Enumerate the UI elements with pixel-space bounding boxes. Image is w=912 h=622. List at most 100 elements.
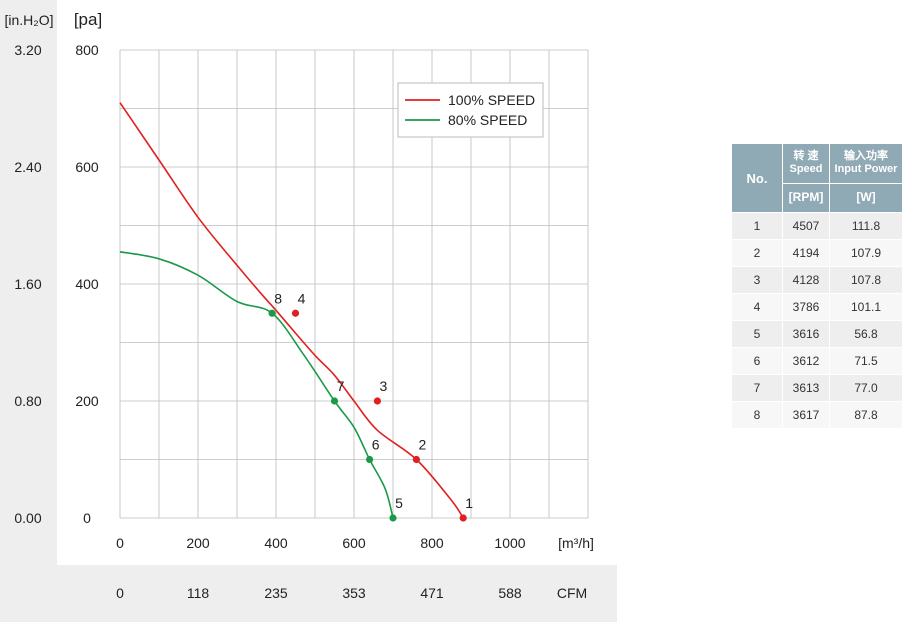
cfm-tick-label: 588: [498, 585, 522, 601]
spec-no-cell: 6: [731, 347, 783, 375]
power-header-cn: 输入功率: [844, 150, 888, 163]
series-line-100-percent: [119, 102, 464, 519]
y-axis-label: [pa]: [74, 10, 102, 29]
operating-point-marker: [366, 455, 374, 464]
speed-header-cn: 转 速: [793, 150, 819, 163]
power-unit: [W]: [829, 182, 903, 214]
spec-table-row: 1 4507 111.8: [731, 212, 903, 240]
legend: 100% SPEED 80% SPEED: [397, 82, 544, 138]
spec-no-cell: 4: [731, 293, 783, 321]
operating-point-label: 4: [298, 290, 306, 306]
cfm-tick-label: 118: [187, 585, 210, 601]
y-tick-label: 600: [75, 159, 99, 175]
legend-entry: 100% SPEED: [448, 92, 535, 108]
spec-power-cell: 101.1: [829, 293, 903, 321]
cfm-tick-label: 0: [116, 585, 124, 601]
x-axis-label: [m³/h]: [558, 535, 594, 551]
legend-box: [397, 82, 544, 138]
cfm-tick-label: 471: [420, 585, 444, 601]
spec-power-cell: 107.9: [829, 239, 903, 267]
power-header-en: Input Power: [834, 163, 898, 176]
spec-speed-cell: 3786: [782, 293, 830, 321]
left-tick-label: 1.60: [14, 276, 41, 292]
spec-table-row: 7 3613 77.0: [731, 374, 903, 402]
speed-header: 转 速 Speed: [782, 143, 830, 184]
operating-point-label: 5: [395, 495, 403, 511]
spec-table-row: 5 3616 56.8: [731, 320, 903, 348]
spec-power-cell: 111.8: [829, 212, 903, 240]
operating-point-marker: [412, 455, 420, 464]
operating-points: 1 2 3 4 5 6 7 8: [268, 290, 473, 522]
spec-table-row: 2 4194 107.9: [731, 239, 903, 267]
operating-point-label: 2: [419, 437, 427, 453]
spec-power-cell: 71.5: [829, 347, 903, 375]
cfm-axis-label: CFM: [557, 585, 587, 601]
operating-point-label: 3: [380, 378, 388, 394]
operating-point-marker: [268, 309, 276, 317]
spec-table-header-row: No. 转 速 Speed 输入功率 Input Power: [731, 143, 903, 213]
y-tick-label: 0: [83, 510, 91, 526]
speed-unit: [RPM]: [782, 182, 830, 214]
power-header: 输入功率 Input Power: [829, 143, 903, 184]
spec-speed-cell: 3617: [782, 401, 830, 429]
spec-no-cell: 2: [731, 239, 783, 267]
left-tick-label: 3.20: [14, 42, 41, 58]
operating-point-marker: [330, 397, 339, 405]
spec-speed-cell: 3613: [782, 374, 830, 402]
spec-table-row: 6 3612 71.5: [731, 347, 903, 375]
spec-speed-cell: 3612: [782, 347, 830, 375]
operating-point-marker: [291, 309, 300, 317]
spec-power-cell: 87.8: [829, 401, 903, 429]
spec-speed-cell: 4507: [782, 212, 830, 240]
x-tick-label: 800: [420, 535, 444, 551]
y-tick-label: 400: [75, 276, 99, 292]
cfm-tick-label: 235: [264, 585, 288, 601]
cfm-tick-label: 353: [342, 585, 366, 601]
operating-point-marker: [389, 514, 397, 522]
spec-table-row: 4 3786 101.1: [731, 293, 903, 321]
speed-header-en: Speed: [789, 163, 823, 176]
spec-speed-cell: 4194: [782, 239, 830, 267]
left-tick-label: 0.00: [14, 510, 41, 526]
spec-table: No. 转 速 Speed 输入功率 Input Power [RPM] [W]…: [731, 143, 903, 429]
x-tick-label: 400: [264, 535, 288, 551]
spec-no-cell: 7: [731, 374, 783, 402]
spec-power-cell: 107.8: [829, 266, 903, 294]
bottom-axis-band: [57, 565, 617, 622]
spec-power-cell: 56.8: [829, 320, 903, 348]
operating-point-label: 1: [465, 495, 473, 511]
x-tick-label: 0: [116, 535, 124, 551]
operating-point-marker: [373, 397, 381, 405]
spec-power-cell: 77.0: [829, 374, 903, 402]
performance-curves: [119, 102, 464, 519]
operating-point-label: 7: [337, 378, 345, 394]
spec-table-row: 3 4128 107.8: [731, 266, 903, 294]
operating-point-label: 8: [274, 290, 282, 306]
operating-point-marker: [459, 514, 467, 522]
spec-no-cell: 1: [731, 212, 783, 240]
series-line-80-percent: [119, 251, 394, 519]
spec-table-body: 1 4507 111.8 2 4194 107.9 3 4128 107.8 4 3786 101.1…: [731, 212, 903, 429]
left-tick-label: 2.40: [14, 159, 41, 175]
operating-point-label: 6: [372, 437, 380, 453]
y-tick-label: 800: [75, 42, 99, 58]
legend-entry: 80% SPEED: [448, 112, 527, 128]
x-tick-label: 200: [186, 535, 210, 551]
grid: [119, 49, 589, 519]
left-axis-band: [0, 0, 57, 622]
spec-table-row: 8 3617 87.8: [731, 401, 903, 429]
spec-no-cell: 8: [731, 401, 783, 429]
axes: 3.202.401.600.800.008006004002000[in.H₂O…: [5, 10, 594, 601]
spec-no-cell: 3: [731, 266, 783, 294]
spec-no-cell: 5: [731, 320, 783, 348]
x-tick-label: 600: [342, 535, 366, 551]
left-tick-label: 0.80: [14, 393, 41, 409]
spec-table-unit-row: [RPM] [W]: [732, 182, 903, 214]
x-tick-label: 1000: [494, 535, 525, 551]
y-tick-label: 200: [75, 393, 99, 409]
left-axis-unit: [in.H₂O]: [5, 12, 54, 28]
no-header: No.: [731, 143, 783, 213]
spec-speed-cell: 4128: [782, 266, 830, 294]
spec-speed-cell: 3616: [782, 320, 830, 348]
